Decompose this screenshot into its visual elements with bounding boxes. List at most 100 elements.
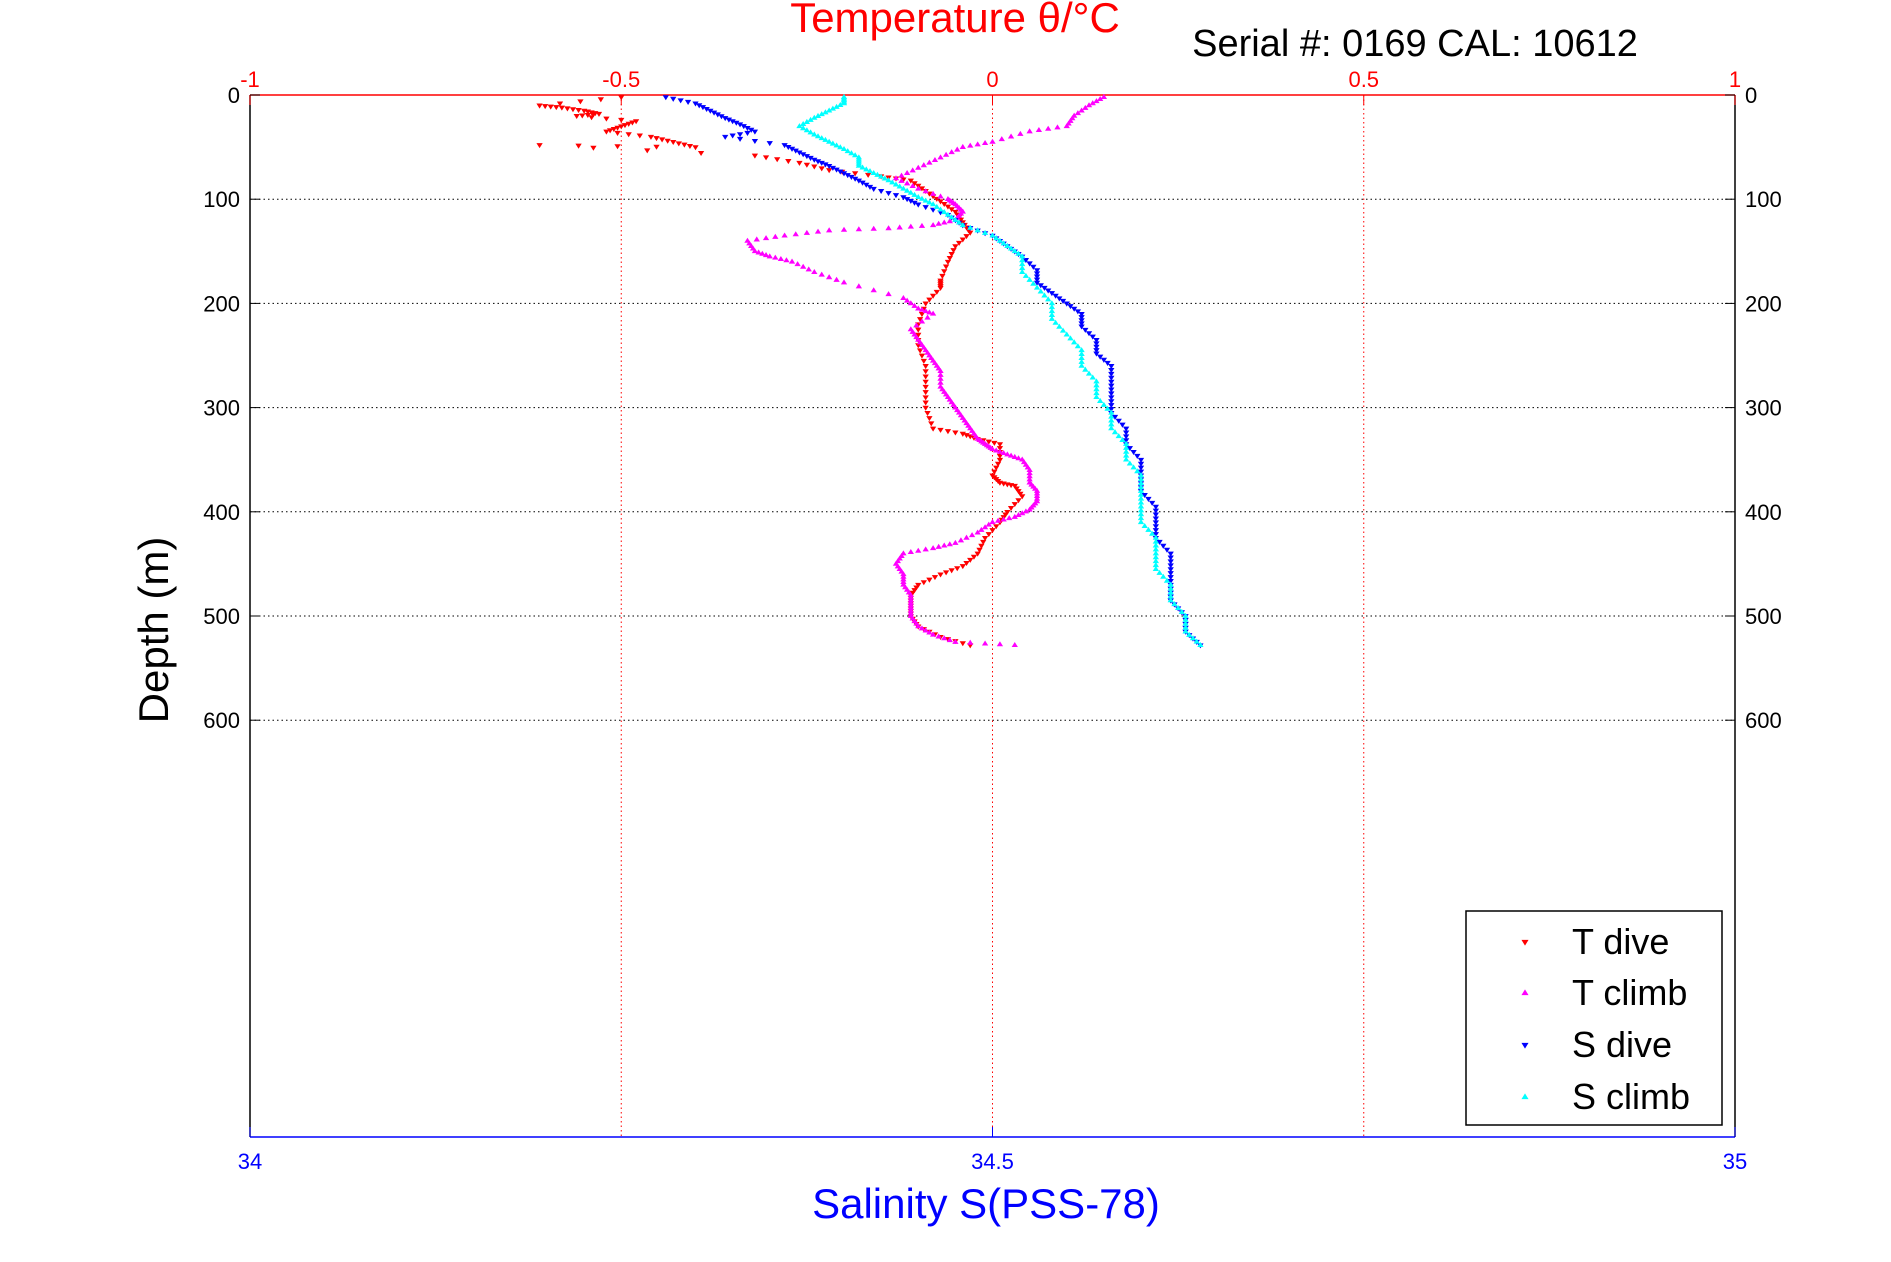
t-dive-point <box>996 446 1004 452</box>
t-dive-point <box>944 429 952 435</box>
t-climb-point <box>915 623 922 629</box>
t-climb-point <box>788 258 796 264</box>
s-dive-point <box>1167 563 1174 569</box>
t-dive-point <box>916 348 924 354</box>
t-climb-point <box>974 529 981 535</box>
t-dive-point <box>1002 512 1009 518</box>
t-dive-point <box>774 157 781 163</box>
s-dive-point <box>1108 399 1115 405</box>
t-dive-point <box>985 439 992 445</box>
t-dive-point <box>948 207 955 213</box>
s-dive-point <box>1152 532 1159 538</box>
t-dive-point <box>595 111 603 117</box>
s-dive-point <box>1152 528 1159 534</box>
t-dive-point <box>937 285 944 291</box>
t-dive-point <box>670 140 677 146</box>
s-dive-point <box>1033 274 1041 280</box>
s-climb-point <box>1100 401 1108 407</box>
s-climb-point <box>1178 608 1185 614</box>
t-dive-point <box>573 113 580 120</box>
t-climb-point <box>892 560 900 566</box>
s-climb-point <box>944 211 952 217</box>
s-climb-point <box>1078 362 1085 368</box>
t-climb-point <box>952 539 959 545</box>
t-dive-point <box>937 572 944 578</box>
t-climb-point <box>929 222 937 228</box>
s-climb-point <box>1137 507 1145 513</box>
s-climb-point <box>1152 558 1159 564</box>
s-climb-point <box>1182 628 1189 634</box>
t-climb-point <box>900 581 907 587</box>
s-dive-point <box>1152 512 1159 518</box>
t-climb-point <box>783 257 790 263</box>
s-dive-point <box>1108 375 1115 381</box>
t-dive-point <box>597 97 604 103</box>
t-dive-point <box>614 144 621 150</box>
s-dive-point <box>1093 338 1100 344</box>
t-dive-point <box>686 143 694 149</box>
t-climb-point <box>922 546 929 552</box>
s-climb-point <box>989 232 996 238</box>
t-climb-point <box>803 229 811 235</box>
t-dive-point <box>944 259 952 265</box>
s-climb-point <box>1093 390 1100 396</box>
s-dive-point <box>1152 516 1159 522</box>
right-tick-label: 500 <box>1745 604 1782 629</box>
t-dive-point <box>996 442 1004 448</box>
t-climb-point <box>989 138 996 144</box>
s-dive-point <box>1093 348 1100 354</box>
t-climb-point <box>935 633 942 639</box>
s-dive-point <box>1078 311 1085 317</box>
t-dive-point <box>952 430 959 436</box>
t-dive-point <box>952 209 959 215</box>
s-climb-point <box>1137 472 1145 478</box>
s-climb-point <box>933 203 940 209</box>
s-climb-point <box>1152 542 1159 548</box>
legend-label-t-climb: T climb <box>1572 972 1687 1013</box>
s-dive-point <box>1030 264 1037 270</box>
t-dive-point <box>851 171 859 177</box>
s-climb-point <box>1074 343 1082 349</box>
s-climb-point <box>1093 378 1100 384</box>
t-dive-point <box>948 252 955 258</box>
t-dive-point <box>1007 506 1015 512</box>
t-climb-point <box>1078 107 1085 113</box>
t-climb-point <box>1067 117 1074 123</box>
t-climb-point <box>811 268 818 275</box>
s-dive-point <box>1137 469 1145 475</box>
s-climb-point <box>1126 460 1134 466</box>
t-climb-point <box>1035 127 1043 133</box>
t-dive-point <box>614 130 621 136</box>
s-climb-point <box>1085 370 1093 376</box>
t-dive-point <box>1011 502 1018 508</box>
s-climb-point <box>1134 468 1141 474</box>
t-climb-point <box>916 339 924 345</box>
s-climb-point <box>1189 635 1197 641</box>
s-dive-point <box>1093 344 1100 350</box>
s-dive-point <box>915 202 922 208</box>
s-dive-point <box>1056 296 1063 302</box>
s-climb-point <box>1048 308 1056 314</box>
legend: T dive T climb S dive S climb <box>1465 910 1723 1126</box>
t-climb-point <box>885 225 892 231</box>
s-climb-point <box>1104 405 1111 411</box>
s-dive-point <box>1115 418 1122 424</box>
legend-label-t-dive: T dive <box>1572 921 1669 962</box>
t-dive-point <box>959 564 966 570</box>
s-climb-point <box>1037 288 1044 294</box>
s-dive-point <box>736 132 744 138</box>
s-climb-point <box>1026 276 1033 282</box>
t-dive-point <box>922 364 929 370</box>
t-climb-point <box>1054 124 1061 130</box>
s-dive-point <box>744 130 751 136</box>
s-dive-point <box>1123 426 1130 432</box>
s-dive-point <box>1108 407 1115 413</box>
t-climb-point <box>935 220 942 226</box>
t-climb-point <box>1063 123 1070 129</box>
t-climb-point <box>911 302 918 308</box>
t-dive-point <box>590 112 597 118</box>
s-dive-point <box>1033 277 1041 283</box>
t-climb-point <box>826 227 833 233</box>
t-climb-point <box>907 605 914 611</box>
